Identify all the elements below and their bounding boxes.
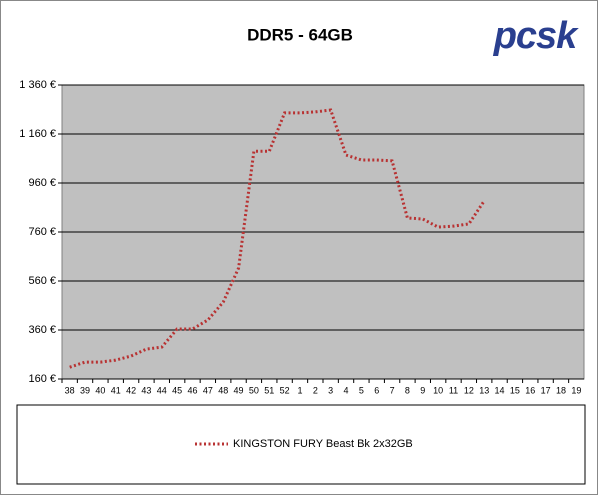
x-tick-label: 48 bbox=[218, 385, 228, 395]
x-tick-label: 11 bbox=[449, 385, 458, 395]
x-tick-label: 52 bbox=[280, 385, 290, 395]
x-tick-label: 9 bbox=[420, 385, 425, 395]
x-tick-label: 6 bbox=[374, 385, 379, 395]
x-tick-label: 39 bbox=[80, 385, 90, 395]
x-tick-label: 8 bbox=[405, 385, 410, 395]
chart-title: DDR5 - 64GB bbox=[247, 25, 353, 44]
x-tick-label: 40 bbox=[95, 385, 105, 395]
x-tick-label: 44 bbox=[157, 385, 167, 395]
x-tick-label: 1 bbox=[297, 385, 302, 395]
x-tick-label: 43 bbox=[141, 385, 151, 395]
x-tick-label: 10 bbox=[433, 385, 443, 395]
x-tick-label: 2 bbox=[313, 385, 318, 395]
x-tick-label: 38 bbox=[65, 385, 75, 395]
y-tick-label: 160 € bbox=[28, 373, 56, 385]
x-tick-label: 5 bbox=[359, 385, 364, 395]
x-tick-label: 15 bbox=[510, 385, 520, 395]
legend-box bbox=[16, 404, 586, 485]
x-tick-label: 19 bbox=[571, 385, 581, 395]
x-tick-label: 16 bbox=[525, 385, 535, 395]
y-tick-label: 1 160 € bbox=[19, 128, 56, 140]
y-tick-label: 560 € bbox=[28, 275, 56, 287]
x-tick-label: 51 bbox=[264, 385, 274, 395]
x-tick-label: 18 bbox=[556, 385, 566, 395]
x-tick-label: 13 bbox=[479, 385, 489, 395]
x-tick-label: 17 bbox=[541, 385, 551, 395]
y-tick-label: 960 € bbox=[28, 177, 56, 189]
x-tick-label: 46 bbox=[187, 385, 197, 395]
y-tick-label: 360 € bbox=[28, 324, 56, 336]
x-tick-label: 47 bbox=[203, 385, 213, 395]
x-tick-label: 45 bbox=[172, 385, 182, 395]
x-tick-label: 49 bbox=[234, 385, 244, 395]
x-tick-label: 50 bbox=[249, 385, 259, 395]
x-tick-label: 14 bbox=[495, 385, 505, 395]
series-line bbox=[69, 108, 486, 369]
x-tick-label: 7 bbox=[390, 385, 395, 395]
x-tick-label: 12 bbox=[464, 385, 474, 395]
x-tick-label: 4 bbox=[344, 385, 349, 395]
x-tick-label: 41 bbox=[111, 385, 121, 395]
logo: pcsk bbox=[493, 15, 579, 57]
y-tick-label: 760 € bbox=[28, 226, 56, 238]
x-tick-label: 3 bbox=[328, 385, 333, 395]
y-tick-label: 1 360 € bbox=[19, 79, 56, 91]
x-tick-label: 42 bbox=[126, 385, 136, 395]
legend-label: KINGSTON FURY Beast Bk 2x32GB bbox=[233, 438, 413, 450]
